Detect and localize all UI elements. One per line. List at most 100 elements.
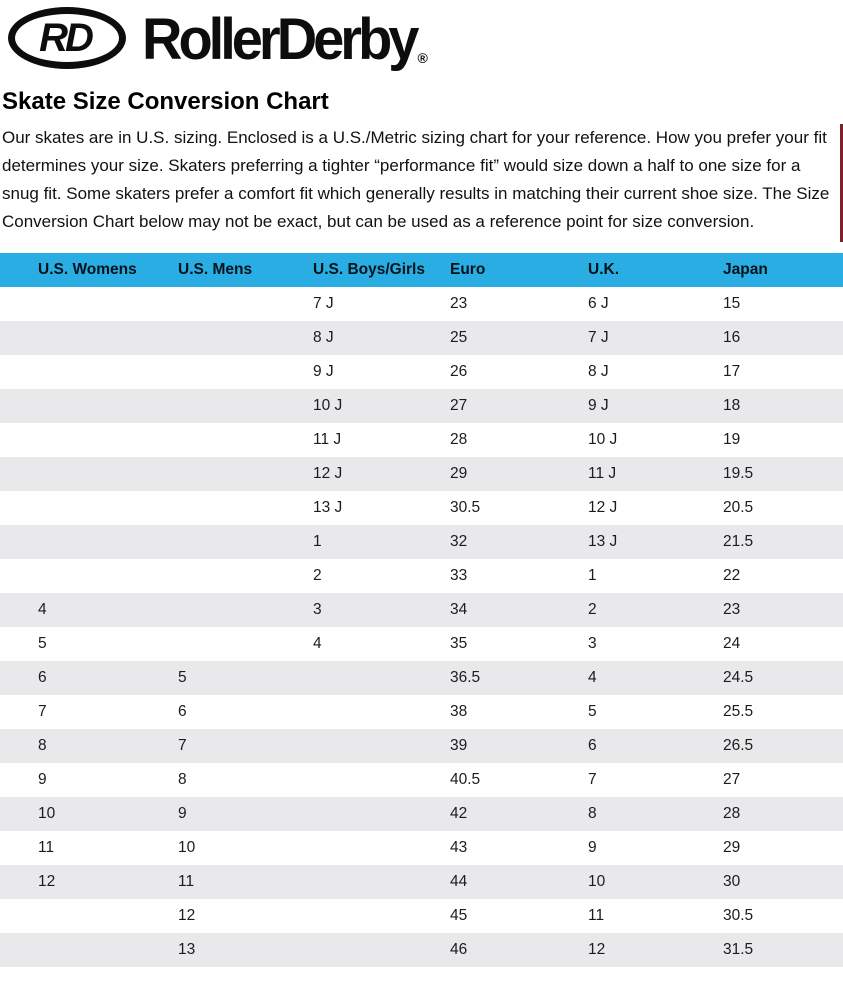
cell-euro: 38: [450, 703, 468, 720]
cell-us-mens: 6: [178, 703, 187, 720]
cell-japan: 24: [723, 635, 741, 652]
cell-us-boys-girls: 3: [313, 601, 322, 618]
table-row: 2 33 1 22: [0, 559, 843, 593]
table-row: 13 46 12 31.5: [0, 933, 843, 967]
cell-euro: 25: [450, 329, 468, 346]
table-row: 8 J 25 7 J 16: [0, 321, 843, 355]
cell-us-womens: [0, 559, 140, 593]
cell-japan: 22: [723, 567, 741, 584]
cell-us-mens: [140, 389, 275, 423]
cell-us-mens: [140, 627, 275, 661]
cell-us-mens: [140, 321, 275, 355]
cell-us-boys-girls: [275, 865, 412, 899]
cell-uk: 3: [588, 635, 597, 652]
cell-us-boys-girls: 9 J: [313, 363, 334, 380]
cell-us-boys-girls: 1: [313, 533, 322, 550]
cell-us-mens: 9: [178, 805, 187, 822]
cell-us-womens: 9: [38, 771, 47, 788]
cell-us-mens: 7: [178, 737, 187, 754]
cell-euro: 32: [450, 533, 468, 550]
cell-us-mens: [140, 525, 275, 559]
cell-euro: 43: [450, 839, 468, 856]
cell-euro: 46: [450, 941, 468, 958]
registered-trademark-icon: ®: [417, 50, 428, 66]
cell-euro: 44: [450, 873, 468, 890]
table-row: 5 4 35 3 24: [0, 627, 843, 661]
cell-us-womens: [0, 899, 140, 933]
column-header-us-mens: U.S. Mens: [140, 253, 275, 287]
cell-japan: 19: [723, 431, 741, 448]
cell-us-womens: 8: [38, 737, 47, 754]
cell-uk: 12 J: [588, 499, 618, 516]
cell-uk: 13 J: [588, 533, 618, 550]
cell-us-mens: [140, 593, 275, 627]
cell-uk: 11 J: [588, 465, 617, 482]
page-title: Skate Size Conversion Chart: [2, 88, 329, 115]
cell-euro: 39: [450, 737, 468, 754]
cell-us-womens: 12: [38, 873, 56, 890]
cell-us-boys-girls: [275, 831, 412, 865]
cell-uk: 12: [588, 941, 606, 958]
table-row: 6 5 36.5 4 24.5: [0, 661, 843, 695]
cell-japan: 24.5: [723, 669, 754, 686]
cell-japan: 30.5: [723, 907, 754, 924]
cell-euro: 28: [450, 431, 468, 448]
table-row: 13 J 30.5 12 J 20.5: [0, 491, 843, 525]
cell-us-boys-girls: [275, 933, 412, 967]
cell-japan: 31.5: [723, 941, 754, 958]
cell-us-womens: [0, 423, 140, 457]
column-header-uk: U.K.: [550, 253, 685, 287]
cell-uk: 8 J: [588, 363, 609, 380]
table-row: 8 7 39 6 26.5: [0, 729, 843, 763]
cell-uk: 2: [588, 601, 597, 618]
cell-japan: 20.5: [723, 499, 754, 516]
cell-euro: 30.5: [450, 499, 481, 516]
cell-japan: 23: [723, 601, 741, 618]
cell-us-womens: 5: [38, 635, 47, 652]
cell-us-womens: [0, 321, 140, 355]
cell-us-womens: [0, 355, 140, 389]
cell-japan: 26.5: [723, 737, 754, 754]
table-row: 12 11 44 10 30: [0, 865, 843, 899]
cell-japan: 19.5: [723, 465, 754, 482]
cell-uk: 10: [588, 873, 606, 890]
table-row: 10 9 42 8 28: [0, 797, 843, 831]
cell-us-womens: [0, 389, 140, 423]
cell-euro: 33: [450, 567, 468, 584]
cell-japan: 30: [723, 873, 741, 890]
cell-us-mens: 10: [178, 839, 196, 856]
table-row: 1 32 13 J 21.5: [0, 525, 843, 559]
column-header-us-boys-girls: U.S. Boys/Girls: [275, 253, 425, 287]
table-row: 12 J 29 11 J 19.5: [0, 457, 843, 491]
cell-euro: 34: [450, 601, 468, 618]
cell-us-womens: 4: [38, 601, 47, 618]
cell-japan: 18: [723, 397, 741, 414]
cell-us-mens: [140, 559, 275, 593]
cell-euro: 26: [450, 363, 468, 380]
cell-euro: 27: [450, 397, 468, 414]
cell-us-mens: 12: [178, 907, 196, 924]
cell-euro: 29: [450, 465, 468, 482]
cell-uk: 11: [588, 907, 605, 924]
cell-uk: 6 J: [588, 295, 609, 312]
column-header-us-womens: U.S. Womens: [0, 253, 140, 287]
cell-us-boys-girls: 2: [313, 567, 322, 584]
table-row: 7 J 23 6 J 15: [0, 287, 843, 321]
cell-japan: 25.5: [723, 703, 754, 720]
cell-japan: 16: [723, 329, 741, 346]
table-header-row: U.S. Womens U.S. Mens U.S. Boys/Girls Eu…: [0, 253, 843, 287]
cell-japan: 27: [723, 771, 741, 788]
table-row: 11 J 28 10 J 19: [0, 423, 843, 457]
table-row: 9 8 40.5 7 27: [0, 763, 843, 797]
red-edge-bar: [840, 124, 843, 242]
logo-monogram: RD: [39, 15, 94, 60]
cell-us-mens: [140, 423, 275, 457]
cell-uk: 6: [588, 737, 597, 754]
cell-japan: 28: [723, 805, 741, 822]
cell-uk: 1: [588, 567, 597, 584]
cell-euro: 45: [450, 907, 468, 924]
cell-us-boys-girls: 7 J: [313, 295, 334, 312]
cell-euro: 23: [450, 295, 468, 312]
intro-paragraph: Our skates are in U.S. sizing. Enclosed …: [2, 128, 830, 231]
cell-us-mens: 11: [178, 873, 195, 890]
